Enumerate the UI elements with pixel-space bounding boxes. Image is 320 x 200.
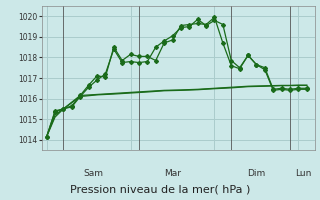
Text: Mar: Mar (164, 170, 181, 178)
Text: Sam: Sam (84, 170, 104, 178)
Text: Dim: Dim (247, 170, 266, 178)
Text: Pression niveau de la mer( hPa ): Pression niveau de la mer( hPa ) (70, 184, 250, 194)
Text: Lun: Lun (295, 170, 312, 178)
